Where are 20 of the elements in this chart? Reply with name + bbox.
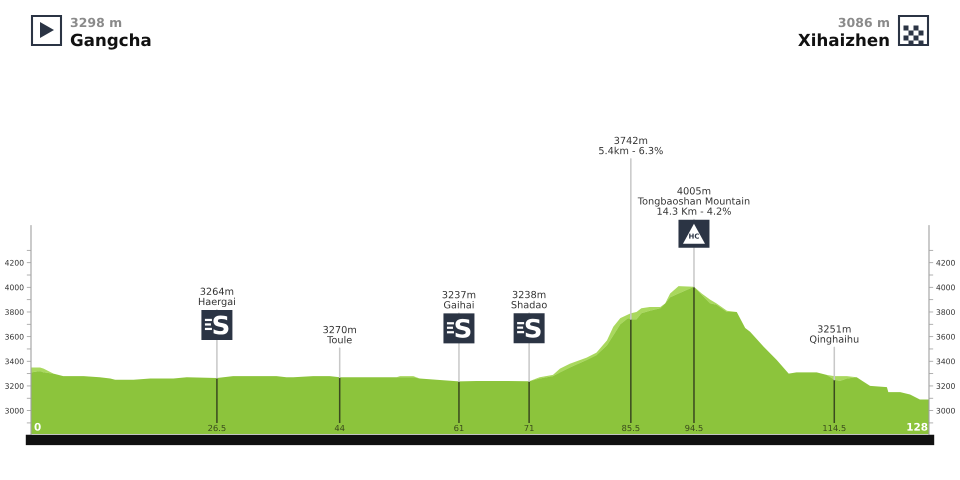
annotation: 3264m Haergai xyxy=(198,288,235,308)
x-tick-label: 44 xyxy=(334,424,345,432)
x-tick-label: 128 xyxy=(907,422,928,431)
annotation: 3270m Toule xyxy=(323,326,356,344)
text: 3298 m xyxy=(70,18,122,28)
annotation: 3742m 5.4km - 6.3% xyxy=(599,136,663,154)
x-tick-label: 71 xyxy=(524,424,534,432)
text: Gangcha xyxy=(70,33,150,50)
x-tick-label: 0 xyxy=(34,422,41,431)
x-tick-label: 114.5 xyxy=(823,424,846,432)
text: Xihaizhen xyxy=(798,33,889,46)
x-tick-label: 61 xyxy=(454,424,464,432)
x-tick-label: 94.5 xyxy=(685,424,703,432)
annotation: 3237m Gaihai xyxy=(442,290,476,308)
x-tick-label: 26.5 xyxy=(208,424,226,432)
annotation: 3238m Shadao xyxy=(512,290,547,308)
annotation: 4005m Tongbaoshan Mountain 14.3 Km - 4.2% xyxy=(638,187,750,215)
x-tick-label: 85.5 xyxy=(622,424,640,432)
annotation: 3251m Qinghaihu xyxy=(810,325,858,345)
text: 3086 m xyxy=(838,18,890,28)
